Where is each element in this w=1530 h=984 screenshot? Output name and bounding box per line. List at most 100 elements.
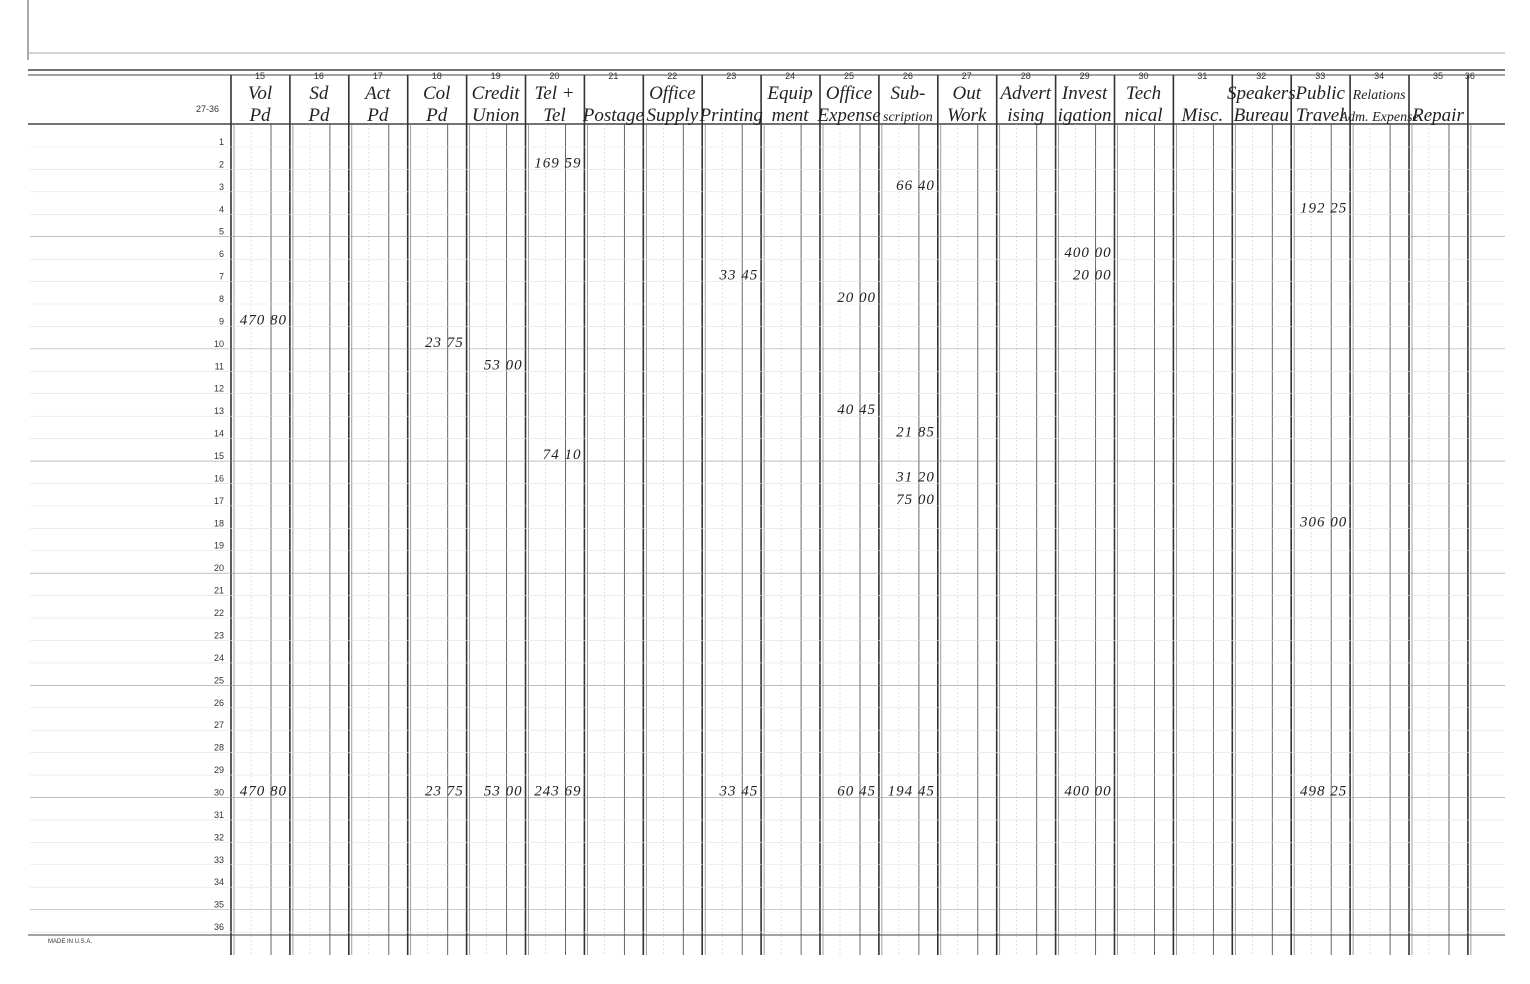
column-number: 34 [1374, 71, 1384, 81]
entry: 74 10 [543, 447, 582, 463]
column-number: 30 [1138, 71, 1148, 81]
column-header: Tel [543, 105, 566, 126]
column-header: Sd [309, 83, 329, 104]
entry: 306 00 [1299, 514, 1347, 530]
row-number: 25 [214, 675, 224, 685]
column-header: Travel [1296, 105, 1345, 126]
column-header: Pd [425, 105, 448, 126]
row-number: 26 [214, 698, 224, 708]
row-number: 14 [214, 429, 224, 439]
entry: 53 00 [484, 783, 523, 799]
column-header: Supply [646, 105, 698, 126]
entry: 400 00 [1064, 783, 1111, 799]
column-number: 21 [608, 71, 618, 81]
row-number: 6 [219, 249, 224, 259]
column-number: 31 [1197, 71, 1207, 81]
entry: 33 45 [718, 783, 758, 799]
column-header: Vol [248, 83, 272, 104]
column-header: Postage [582, 105, 644, 126]
column-header: Invest [1061, 83, 1108, 104]
entry: 20 00 [837, 290, 876, 306]
column-header: Union [472, 105, 520, 126]
column-number: 33 [1315, 71, 1325, 81]
entry: 66 40 [896, 178, 935, 194]
column-number: 32 [1256, 71, 1266, 81]
row-number: 5 [219, 227, 224, 237]
entry: 21 85 [896, 425, 935, 441]
column-number: 18 [432, 71, 442, 81]
row-number: 31 [214, 810, 224, 820]
column-header: Bureau [1234, 105, 1289, 126]
row-number: 21 [214, 586, 224, 596]
column-number: 16 [314, 71, 324, 81]
column-number: 15 [255, 71, 265, 81]
row-number: 30 [214, 787, 224, 797]
row-number: 22 [214, 608, 224, 618]
row-number: 23 [214, 630, 224, 640]
column-header: Col [423, 83, 450, 104]
column-header: Speakers [1227, 83, 1296, 104]
row-number: 17 [214, 496, 224, 506]
column-number: 28 [1021, 71, 1031, 81]
row-number: 20 [214, 563, 224, 573]
column-header: Relations [1352, 88, 1406, 103]
column-number: 26 [903, 71, 913, 81]
column-header: Pd [366, 105, 389, 126]
column-header: Pd [307, 105, 330, 126]
column-header: Out [953, 83, 982, 104]
row-number: 3 [219, 182, 224, 192]
column-header: nical [1125, 105, 1163, 126]
column-number: 22 [667, 71, 677, 81]
entry: 53 00 [484, 357, 523, 373]
column-header: scription [883, 110, 933, 125]
row-number: 4 [219, 204, 224, 214]
row-number: 19 [214, 541, 224, 551]
row-number: 24 [214, 653, 224, 663]
row-number: 12 [214, 384, 224, 394]
entry: 169 59 [534, 155, 581, 171]
entry: 33 45 [718, 268, 758, 284]
row-number: 8 [219, 294, 224, 304]
column-header: Tech [1126, 83, 1161, 104]
entry: 31 20 [895, 469, 935, 485]
row-number: 32 [214, 832, 224, 842]
entry: 194 45 [888, 783, 935, 799]
column-header: Expense [816, 105, 880, 126]
entry: 23 75 [425, 783, 464, 799]
column-number: 25 [844, 71, 854, 81]
row-number: 13 [214, 406, 224, 416]
entry: 470 80 [240, 783, 287, 799]
column-number: 36 [1465, 71, 1475, 81]
column-number: 19 [491, 71, 501, 81]
column-header: Tel + [534, 83, 574, 104]
entry: 20 00 [1073, 268, 1112, 284]
column-header: Public [1294, 83, 1345, 104]
row-number: 27 [214, 720, 224, 730]
column-header: Office [826, 83, 872, 104]
footer: MADE IN U.S.A. [48, 939, 92, 945]
column-header: Misc. [1181, 105, 1224, 126]
row-number: 16 [214, 473, 224, 483]
form-code: 27-36 [196, 104, 219, 114]
column-header: ising [1007, 105, 1044, 126]
entry: 75 00 [896, 492, 935, 508]
row-number: 28 [214, 743, 224, 753]
column-number: 23 [726, 71, 736, 81]
column-header: Credit [472, 83, 521, 104]
column-header: Equip [766, 83, 812, 104]
entry: 400 00 [1064, 245, 1111, 261]
row-number: 2 [219, 159, 224, 169]
column-header: Sub- [890, 83, 925, 104]
column-header: ment [772, 105, 810, 126]
column-number: 27 [962, 71, 972, 81]
column-number: 24 [785, 71, 795, 81]
row-number: 15 [214, 451, 224, 461]
row-number: 29 [214, 765, 224, 775]
row-number: 10 [214, 339, 224, 349]
entry: 498 25 [1300, 783, 1347, 799]
column-header: Act [363, 83, 391, 104]
entry: 23 75 [425, 335, 464, 351]
row-number: 18 [214, 518, 224, 528]
